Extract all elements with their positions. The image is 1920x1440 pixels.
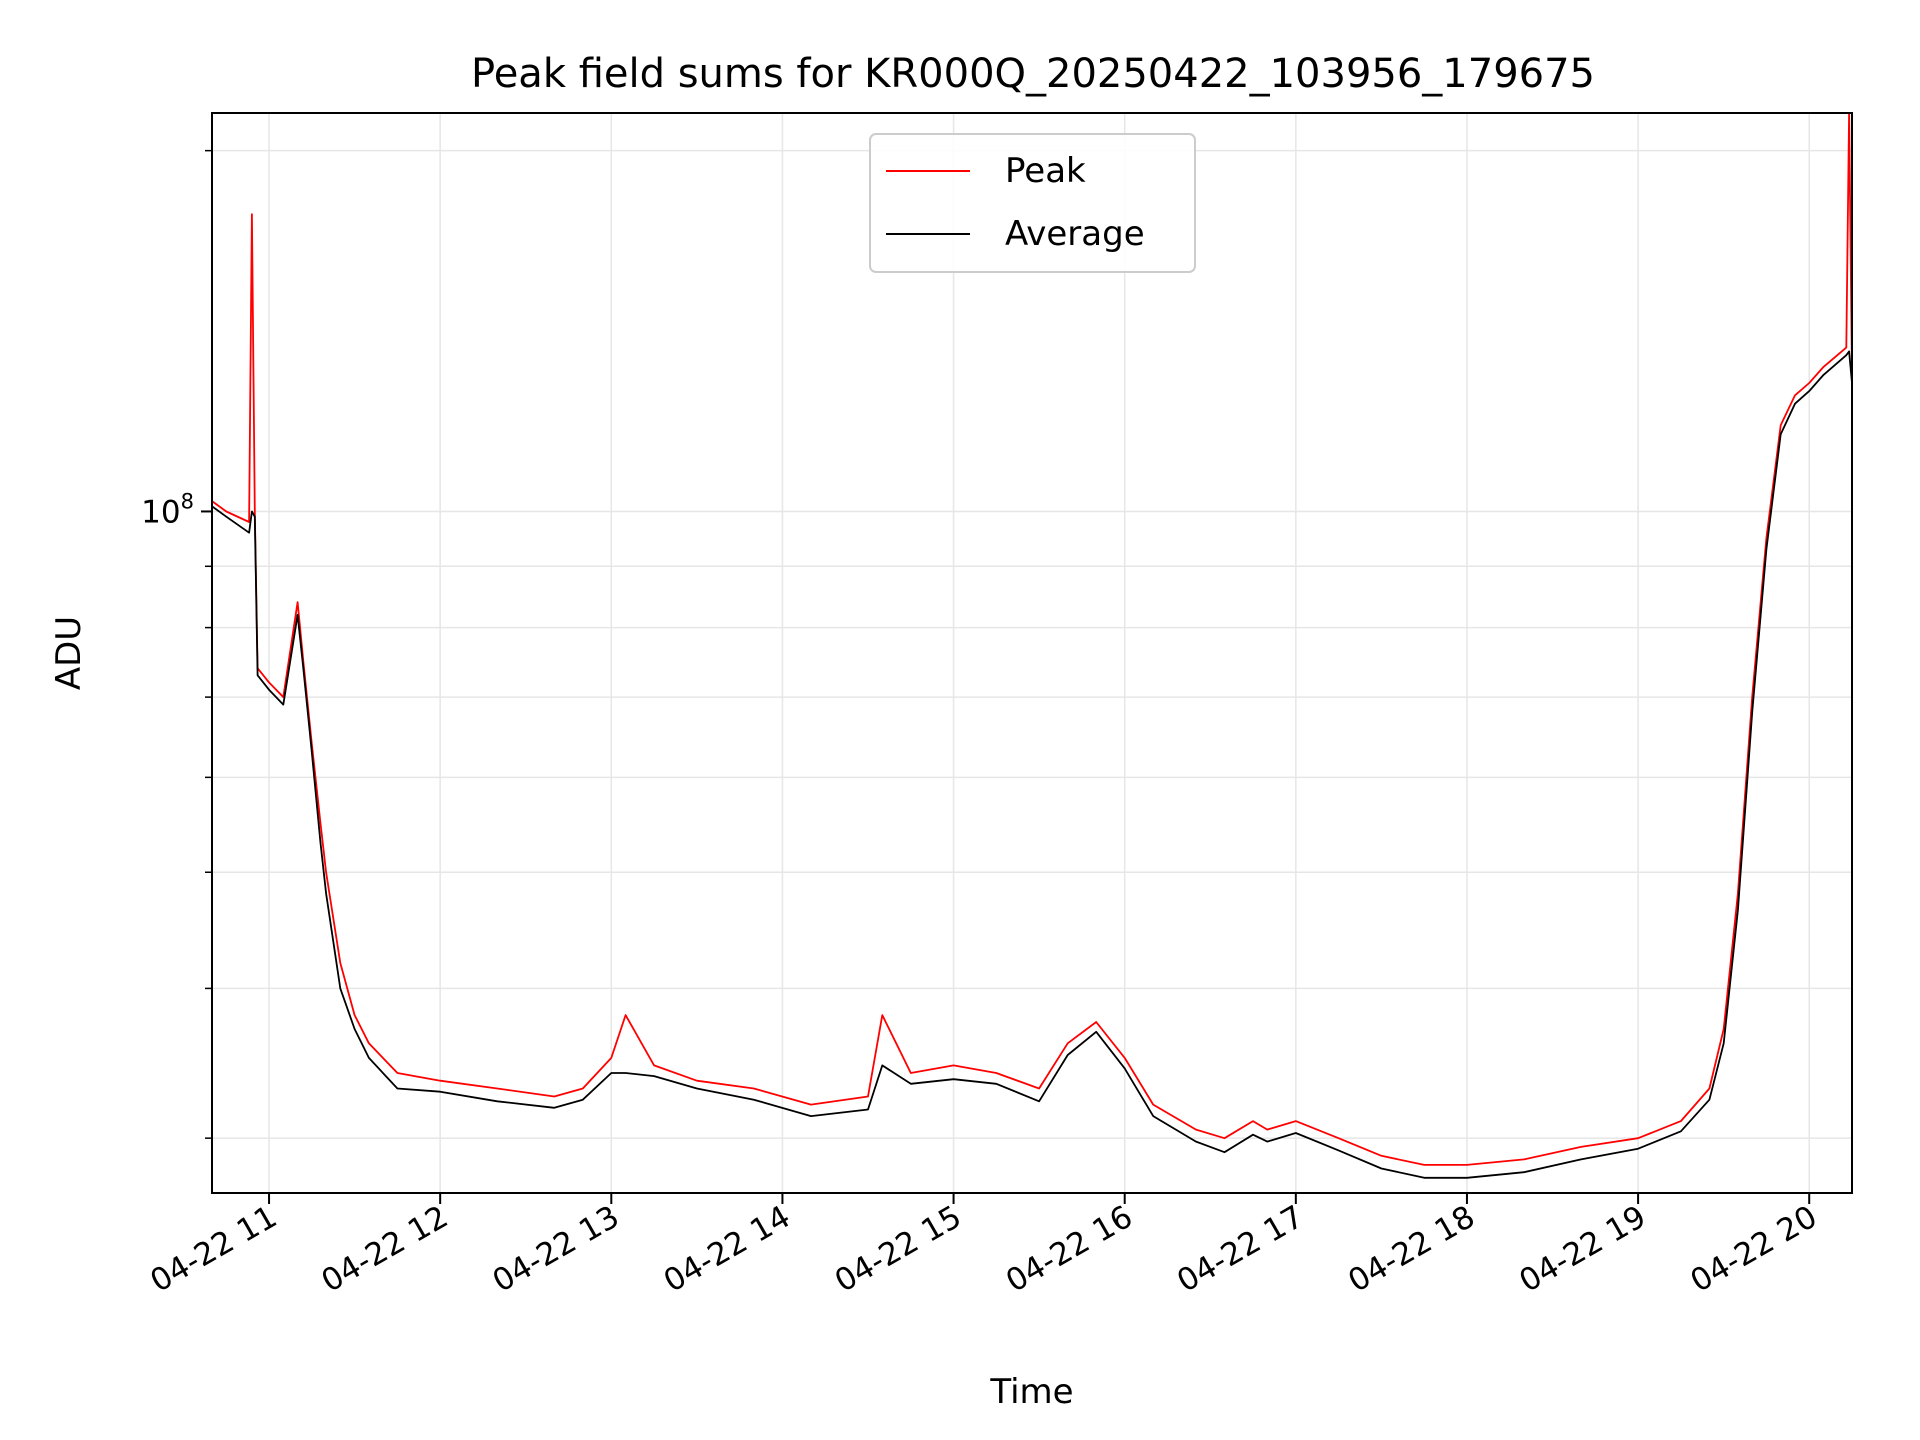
legend-label-average: Average xyxy=(1005,214,1145,254)
x-tick-label: 04-22 13 xyxy=(487,1199,626,1300)
chart-title: Peak field sums for KR000Q_20250422_1039… xyxy=(471,51,1595,97)
y-tick-label: 108 xyxy=(141,489,194,530)
y-axis: 108 xyxy=(141,149,212,1139)
series-line-average xyxy=(211,350,1853,1179)
x-tick-label: 04-22 12 xyxy=(315,1199,454,1300)
x-tick-label: 04-22 11 xyxy=(144,1199,283,1300)
x-tick-label: 04-22 15 xyxy=(829,1199,968,1300)
legend-label-peak: Peak xyxy=(1005,151,1086,191)
x-axis-label: Time xyxy=(989,1372,1073,1412)
series-line-peak xyxy=(211,112,1853,1166)
x-tick-label: 04-22 17 xyxy=(1171,1199,1310,1300)
y-axis-label: ADU xyxy=(49,616,89,690)
x-tick-label: 04-22 18 xyxy=(1342,1199,1481,1300)
grid xyxy=(212,113,1852,1193)
legend-box xyxy=(869,133,1196,273)
x-tick-label: 04-22 14 xyxy=(658,1199,797,1300)
plot-frame xyxy=(211,112,1853,1194)
legend: Peak Average xyxy=(869,133,1196,273)
x-tick-label: 04-22 19 xyxy=(1513,1199,1652,1300)
x-axis: 04-22 11 04-22 12 04-22 13 04-22 14 04-22 15… xyxy=(144,1193,1823,1300)
x-tick-label: 04-22 16 xyxy=(1000,1199,1139,1300)
x-tick-label: 04-22 20 xyxy=(1685,1199,1824,1300)
plot-area xyxy=(211,112,1853,1179)
